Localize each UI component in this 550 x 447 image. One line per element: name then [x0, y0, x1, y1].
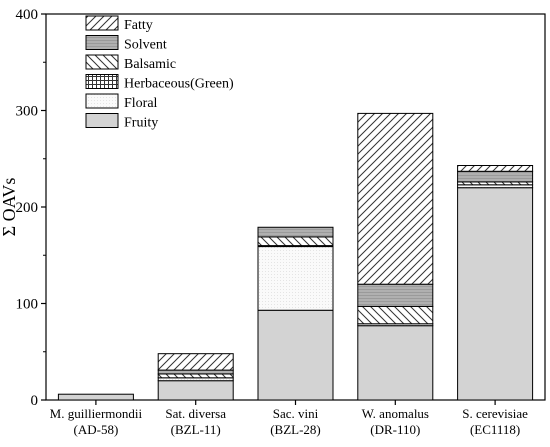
legend-label: Solvent [124, 38, 167, 53]
bar-segment-fruity [57, 393, 134, 401]
bar-segment-fruity [257, 309, 334, 401]
legend-swatch [85, 74, 119, 89]
bar-segment-balsamic [257, 236, 334, 247]
x-category-label: S. cerevisiae [462, 406, 528, 421]
bar-segment-fruity [357, 325, 434, 401]
bar-segment-balsamic [157, 373, 234, 379]
x-category-label: Sac. vini [273, 406, 319, 421]
y-axis-label: Σ OAVs [0, 178, 19, 237]
legend-swatch [85, 93, 119, 109]
x-category-label: (BZL-28) [270, 422, 321, 437]
legend-swatch [85, 15, 119, 31]
y-tick-label: 200 [16, 200, 39, 216]
bar-segment-fatty [157, 353, 234, 371]
legend-swatch [85, 35, 119, 50]
x-category-label: Sat. diversa [165, 406, 226, 421]
x-category-label: (BZL-11) [171, 422, 221, 437]
x-category-label: (EC1118) [470, 422, 520, 437]
y-tick-label: 0 [31, 393, 39, 409]
x-category-label: M. guilliermondii [50, 406, 143, 421]
legend-swatch [85, 54, 119, 70]
bar-segment-solvent [357, 283, 434, 307]
x-category-label: (DR-110) [370, 422, 420, 437]
legend-swatch [85, 113, 119, 128]
bar-segment-fruity [157, 380, 234, 401]
legend-label: Floral [124, 96, 158, 111]
legend-label: Herbaceous(Green) [124, 77, 234, 92]
legend-label: Fruity [124, 116, 158, 131]
legend-label: Balsamic [124, 57, 176, 72]
bar-segment-solvent [257, 226, 334, 238]
y-tick-label: 300 [16, 104, 39, 120]
x-category-label: (AD-58) [74, 422, 119, 437]
bar-segment-floral [257, 246, 334, 311]
bar-segment-solvent [157, 369, 234, 375]
bar-segment-balsamic [357, 305, 434, 325]
y-tick-label: 400 [16, 7, 39, 23]
y-tick-label: 100 [16, 297, 39, 313]
legend-label: Fatty [124, 18, 153, 33]
bar-segment-fatty [457, 165, 534, 172]
bar-segment-fruity [457, 187, 534, 401]
bar-segment-fatty [357, 112, 434, 285]
x-category-label: W. anomalus [362, 406, 429, 421]
bar-segment-solvent [457, 170, 534, 183]
